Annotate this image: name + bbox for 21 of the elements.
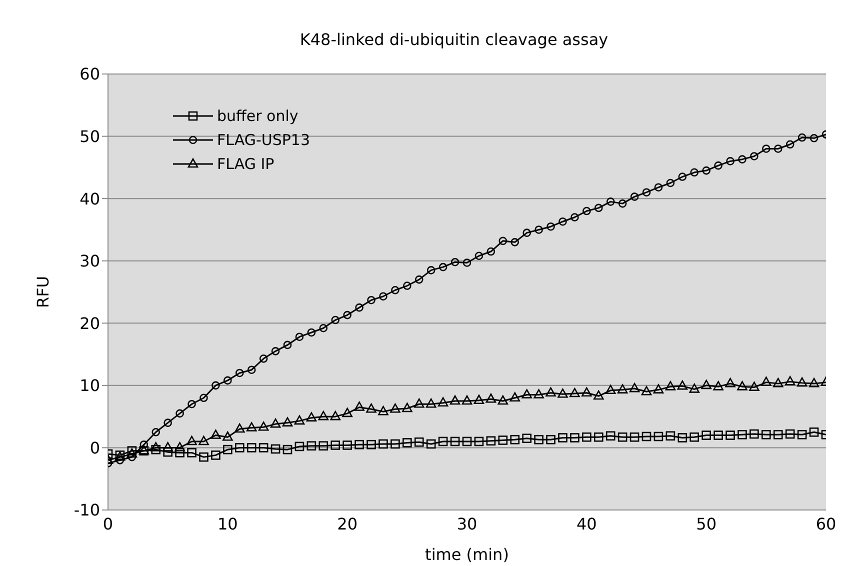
legend-label: FLAG IP [217,155,274,173]
y-axis-title: RFU [34,276,53,308]
y-tick-label: 50 [80,126,100,146]
x-tick-label: 30 [456,514,478,534]
legend-label: buffer only [217,107,298,125]
y-tick-label: 20 [80,314,100,333]
y-tick-label: 40 [80,189,100,208]
y-tick-label: -10 [74,500,100,520]
chart-title: K48-linked di-ubiquitin cleavage assay [298,29,610,51]
y-tick-label: 0 [90,438,100,458]
y-tick-label: 30 [80,252,100,271]
x-tick-label: 50 [696,514,717,534]
y-tick-label: 10 [80,376,100,396]
y-tick-label: 60 [80,64,100,84]
x-tick-label: 20 [337,514,358,534]
x-tick-label: 0 [102,514,114,534]
legend-label: FLAG-USP13 [217,131,310,149]
x-tick-label: 10 [217,514,238,534]
x-tick-label: 40 [576,514,597,534]
x-axis-title: time (min) [425,545,509,564]
x-tick-label: 60 [816,514,836,534]
